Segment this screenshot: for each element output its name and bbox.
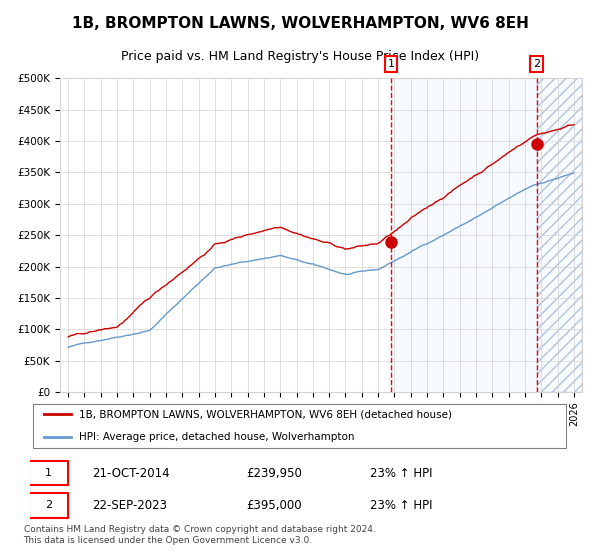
Text: 23% ↑ HPI: 23% ↑ HPI (370, 499, 433, 512)
Text: 1B, BROMPTON LAWNS, WOLVERHAMPTON, WV6 8EH (detached house): 1B, BROMPTON LAWNS, WOLVERHAMPTON, WV6 8… (79, 409, 452, 419)
Text: 1: 1 (45, 468, 52, 478)
Text: 22-SEP-2023: 22-SEP-2023 (92, 499, 167, 512)
Text: 21-OCT-2014: 21-OCT-2014 (92, 466, 170, 480)
Text: 1B, BROMPTON LAWNS, WOLVERHAMPTON, WV6 8EH: 1B, BROMPTON LAWNS, WOLVERHAMPTON, WV6 8… (71, 16, 529, 31)
Text: 23% ↑ HPI: 23% ↑ HPI (370, 466, 433, 480)
Text: 1: 1 (388, 59, 395, 69)
Text: HPI: Average price, detached house, Wolverhampton: HPI: Average price, detached house, Wolv… (79, 432, 354, 442)
Bar (536, 78, 582, 392)
FancyBboxPatch shape (29, 493, 68, 517)
Text: Contains HM Land Registry data © Crown copyright and database right 2024.
This d: Contains HM Land Registry data © Crown c… (23, 525, 375, 545)
Bar (391, 78, 536, 392)
Text: £239,950: £239,950 (246, 466, 302, 480)
Text: Price paid vs. HM Land Registry's House Price Index (HPI): Price paid vs. HM Land Registry's House … (121, 49, 479, 63)
FancyBboxPatch shape (29, 461, 68, 486)
Bar (536, 78, 582, 392)
FancyBboxPatch shape (33, 404, 566, 449)
Text: 2: 2 (533, 59, 540, 69)
Text: 2: 2 (45, 501, 52, 511)
Text: £395,000: £395,000 (246, 499, 302, 512)
